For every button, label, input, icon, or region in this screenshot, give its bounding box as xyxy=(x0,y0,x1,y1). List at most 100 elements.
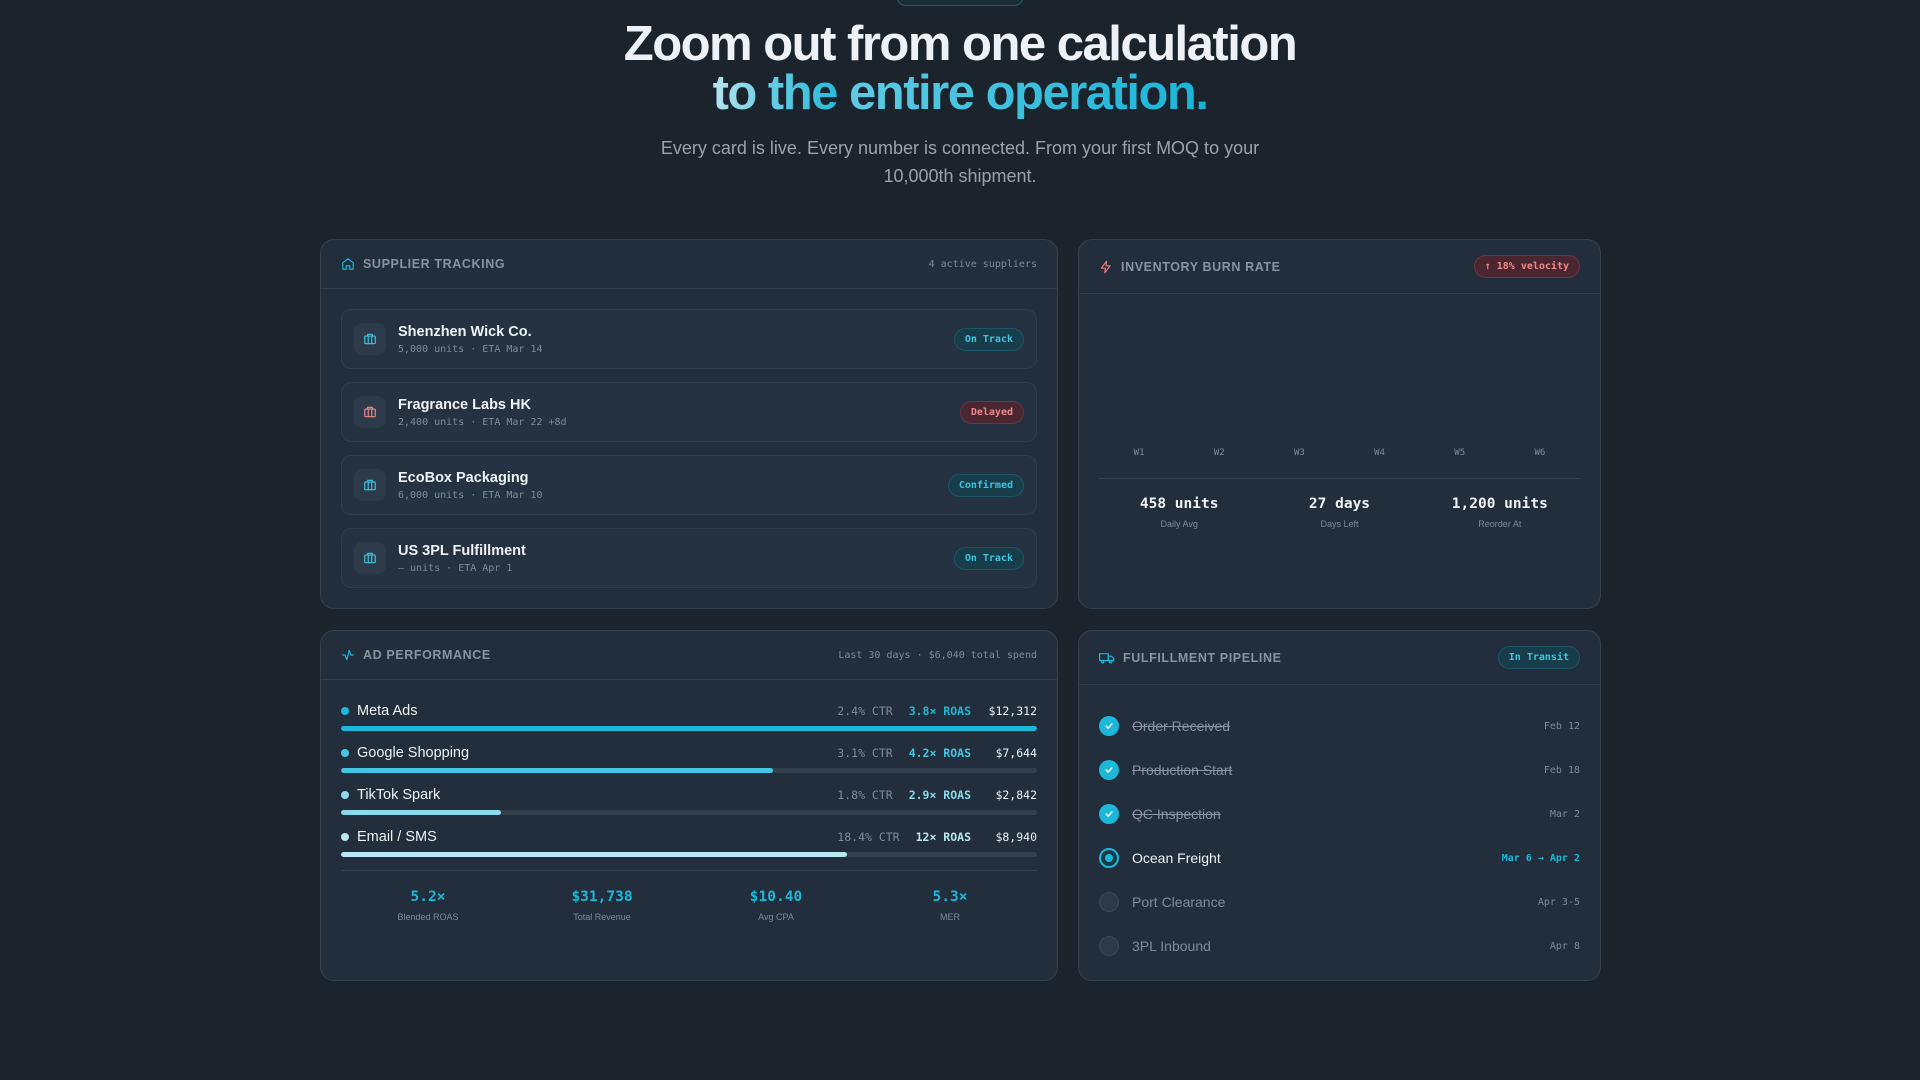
pipeline-step-date: Feb 12 xyxy=(1543,720,1580,732)
channel-roas: 3.8× ROAS xyxy=(908,704,971,718)
channel-progress-track xyxy=(341,852,1037,857)
supplier-status-badge: On Track xyxy=(953,327,1024,351)
channel-spend: $2,842 xyxy=(995,788,1037,802)
channel-progress-fill xyxy=(341,852,847,857)
pipeline-step-name: 3PL Inbound xyxy=(1132,938,1211,954)
ad-channel-header: Google Shopping 3.1% CTR 4.2× ROAS $7,644 xyxy=(341,744,1037,762)
ads-summary-value: 5.3× xyxy=(932,889,968,905)
supplier-details: — units · ETA Apr 1 xyxy=(398,562,513,574)
ad-channel-row[interactable]: Meta Ads 2.4% CTR 3.8× ROAS $12,312 xyxy=(341,702,1037,731)
pending-step-icon xyxy=(1099,892,1119,912)
pipeline-step-date: Feb 18 xyxy=(1543,764,1580,776)
pipeline-step[interactable]: Port Clearance Apr 3-5 xyxy=(1099,880,1580,924)
inventory-stat-label: Days Left xyxy=(1320,519,1359,529)
channel-roas: 4.2× ROAS xyxy=(908,746,971,760)
fulfillment-pipeline-card: FULFILLMENT PIPELINE In Transit Order Re… xyxy=(1078,630,1601,981)
ads-summary-stat: 5.3× MER xyxy=(875,889,1025,922)
pipeline-step-date: Mar 2 xyxy=(1549,808,1580,820)
ads-summary-stat: 5.2× Blended ROAS xyxy=(353,889,503,922)
channel-progress-track xyxy=(341,726,1037,731)
hero-title-prefix: to the xyxy=(712,66,850,120)
ads-summary-label: MER xyxy=(940,912,960,922)
ad-channel-row[interactable]: Google Shopping 3.1% CTR 4.2× ROAS $7,644 xyxy=(341,744,1037,773)
supplier-row[interactable]: EcoBox Packaging 6,000 units · ETA Mar 10… xyxy=(341,455,1037,515)
supplier-info: Fragrance Labs HK 2,400 units · ETA Mar 2… xyxy=(398,397,960,428)
week-label: W4 xyxy=(1374,448,1385,458)
supplier-card-header: SUPPLIER TRACKING 4 active suppliers xyxy=(321,240,1057,289)
supplier-list: Shenzhen Wick Co. 5,000 units · ETA Mar 1… xyxy=(321,289,1057,588)
supplier-info: Shenzhen Wick Co. 5,000 units · ETA Mar 1… xyxy=(398,324,954,355)
package-icon xyxy=(354,396,386,428)
pipeline-step[interactable]: 3PL Inbound Apr 8 xyxy=(1099,924,1580,968)
pipeline-step-date: Apr 3-5 xyxy=(1537,896,1580,908)
supplier-name: US 3PL Fulfillment xyxy=(398,542,526,559)
channel-roas: 12× ROAS xyxy=(915,830,971,844)
week-labels: W1 W2 W3 W4 W5 W6 xyxy=(1099,448,1580,462)
top-pill-badge xyxy=(896,0,1024,6)
inventory-stat-value: 27 days xyxy=(1308,496,1371,512)
inventory-stat: 458 units Daily Avg xyxy=(1104,496,1254,529)
channel-name: Meta Ads xyxy=(357,703,418,719)
ads-summary-value: $10.40 xyxy=(749,889,803,905)
channel-roas: 2.9× ROAS xyxy=(908,788,971,802)
ads-summary-value: $31,738 xyxy=(571,889,633,905)
pipeline-step[interactable]: Ocean Freight Mar 6 → Apr 2 xyxy=(1099,836,1580,880)
channel-dot xyxy=(341,707,349,715)
inventory-burn-card: INVENTORY BURN RATE ↑ 18% velocity W1 W2 W… xyxy=(1078,239,1601,609)
week-label: W1 xyxy=(1133,448,1145,458)
week-label: W2 xyxy=(1213,448,1225,458)
supplier-count: 4 active suppliers xyxy=(928,258,1037,270)
supplier-status-badge: On Track xyxy=(953,546,1024,570)
supplier-card-title: SUPPLIER TRACKING xyxy=(363,257,506,271)
ad-performance-card: AD PERFORMANCE Last 30 days · $6,040 tot… xyxy=(320,630,1058,981)
inventory-stats: 458 units Daily Avg 27 days Days Left 1,200 … xyxy=(1099,496,1580,529)
supplier-row[interactable]: Shenzhen Wick Co. 5,000 units · ETA Mar 1… xyxy=(341,309,1037,369)
ad-channel-header: Email / SMS 18.4% CTR 12× ROAS $8,940 xyxy=(341,828,1037,846)
week-label: W6 xyxy=(1534,448,1546,458)
hero-title-line1: Zoom out from one calculation xyxy=(623,17,1298,71)
ads-summary-label: Blended ROAS xyxy=(397,912,459,922)
bolt-icon xyxy=(1099,260,1113,274)
supplier-row[interactable]: US 3PL Fulfillment — units · ETA Apr 1 On … xyxy=(341,528,1037,588)
check-icon xyxy=(1099,760,1119,780)
channel-spend: $7,644 xyxy=(995,746,1037,760)
pipeline-step[interactable]: Order Received Feb 12 xyxy=(1099,704,1580,748)
pipeline-step-date: Mar 6 → Apr 2 xyxy=(1501,852,1580,864)
in-transit-badge: In Transit xyxy=(1497,646,1580,669)
channel-progress-track xyxy=(341,768,1037,773)
channel-spend: $8,940 xyxy=(995,830,1037,844)
channel-dot xyxy=(341,791,349,799)
ads-period-meta: Last 30 days · $6,040 total spend xyxy=(838,649,1037,661)
check-icon xyxy=(1099,716,1119,736)
channel-ctr: 2.4% CTR xyxy=(837,704,893,718)
ad-channel-row[interactable]: Email / SMS 18.4% CTR 12× ROAS $8,940 xyxy=(341,828,1037,857)
ads-card-title: AD PERFORMANCE xyxy=(363,648,491,662)
inventory-stat-label: Reorder At xyxy=(1478,519,1522,529)
supplier-name: Fragrance Labs HK xyxy=(398,396,531,413)
pipeline-step-name: Port Clearance xyxy=(1132,894,1226,910)
week-label: W5 xyxy=(1454,448,1466,458)
ad-channel-row[interactable]: TikTok Spark 1.8% CTR 2.9× ROAS $2,842 xyxy=(341,786,1037,815)
supplier-details: 6,000 units · ETA Mar 10 xyxy=(398,489,543,501)
channel-ctr: 3.1% CTR xyxy=(837,746,893,760)
ad-channel-list: Meta Ads 2.4% CTR 3.8× ROAS $12,312 Google S… xyxy=(321,680,1057,857)
supplier-tracking-card: SUPPLIER TRACKING 4 active suppliers She… xyxy=(320,239,1058,609)
supplier-row[interactable]: Fragrance Labs HK 2,400 units · ETA Mar 2… xyxy=(341,382,1037,442)
pipeline-step-name: QC Inspection xyxy=(1132,806,1221,822)
package-icon xyxy=(354,323,386,355)
inventory-stat-value: 1,200 units xyxy=(1451,496,1548,512)
truck-icon xyxy=(1099,651,1115,665)
ad-channel-header: TikTok Spark 1.8% CTR 2.9× ROAS $2,842 xyxy=(341,786,1037,804)
package-icon xyxy=(354,542,386,574)
channel-ctr: 18.4% CTR xyxy=(837,830,900,844)
channel-name: TikTok Spark xyxy=(357,787,441,803)
inventory-stat: 1,200 units Reorder At xyxy=(1425,496,1575,529)
pipeline-step[interactable]: QC Inspection Mar 2 xyxy=(1099,792,1580,836)
supplier-info: US 3PL Fulfillment — units · ETA Apr 1 xyxy=(398,543,954,574)
supplier-name: EcoBox Packaging xyxy=(398,469,529,486)
inventory-card-header: INVENTORY BURN RATE ↑ 18% velocity xyxy=(1079,240,1600,294)
hero-title-line2: to the entire operation. xyxy=(0,69,1920,118)
channel-dot xyxy=(341,833,349,841)
home-icon xyxy=(341,257,355,271)
pipeline-step[interactable]: Production Start Feb 18 xyxy=(1099,748,1580,792)
